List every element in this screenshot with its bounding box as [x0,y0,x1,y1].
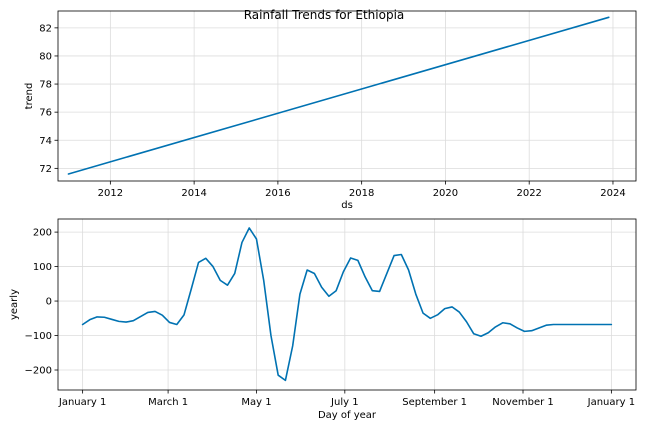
trend-panel-grid [58,11,636,181]
x-tick-label: 2012 [98,188,123,199]
y-tick: −100 [25,331,58,342]
x-tick-label: 2020 [433,188,458,199]
x-tick: September 1 [402,390,467,408]
y-tick: 74 [39,136,58,147]
x-tick-label: January 1 [587,397,635,408]
x-tick: January 1 [587,390,635,408]
x-tick: 2014 [181,181,207,199]
yearly-panel-y-axis-label: yearly [9,289,20,320]
x-tick-label: May 1 [241,397,271,408]
x-tick-label: 2024 [600,188,625,199]
y-tick-label: 80 [39,51,52,62]
x-tick-label: 2022 [516,188,541,199]
x-tick-label: July 1 [330,397,359,408]
y-tick: 100 [33,262,58,273]
y-tick-label: 100 [33,262,52,273]
trend-panel-x-axis-label: ds [341,200,353,211]
y-tick: 200 [33,228,58,239]
yearly-panel-grid [58,219,636,390]
x-tick: 2018 [349,181,374,199]
y-tick-label: −100 [25,331,52,342]
x-tick: January 1 [58,390,106,408]
y-tick: 0 [46,297,58,308]
y-tick: 78 [39,80,58,91]
yearly-panel-series-line [81,227,613,382]
x-tick-label: November 1 [492,397,554,408]
x-tick: 2012 [98,181,123,199]
x-tick: 2020 [433,181,458,199]
x-tick-label: March 1 [148,397,188,408]
x-tick-label: 2016 [265,188,290,199]
x-tick: March 1 [148,390,188,408]
x-tick-label: September 1 [402,397,467,408]
trend-panel-series-line [67,16,610,175]
y-tick-label: 72 [39,164,52,175]
y-tick: 82 [39,23,58,34]
x-tick: 2022 [516,181,542,199]
x-tick-label: 2018 [349,188,374,199]
y-tick-label: 74 [39,136,52,147]
x-tick-label: 2014 [181,188,206,199]
x-tick: November 1 [492,390,554,408]
y-tick-label: 82 [39,23,52,34]
x-tick: 2016 [265,181,291,199]
trend-panel-frame [57,10,637,182]
y-tick-label: 78 [39,80,52,91]
y-tick: 76 [39,108,58,119]
x-tick: July 1 [330,390,359,408]
trend-panel-y-axis-label: trend [24,83,35,110]
y-tick: −200 [25,366,58,377]
yearly-panel-x-axis-label: Day of year [318,410,377,421]
yearly-panel: January 1 March 1 May 1 July 1 September 1 No… [9,218,637,421]
y-tick-label: 200 [33,228,52,239]
y-tick-label: −200 [25,366,52,377]
x-tick: 2024 [600,181,626,199]
x-tick: May 1 [241,390,272,408]
y-tick: 72 [39,164,58,175]
y-tick: 80 [39,51,58,62]
chart-title: Rainfall Trends for Ethiopia [243,8,405,22]
y-tick-label: 76 [39,108,52,119]
yearly-panel-frame [57,218,637,391]
x-tick-label: January 1 [58,397,106,408]
y-tick-label: 0 [46,297,52,308]
trend-panel: 2012 2014 2016 2018 2020 2022 2024 72 74 76 78 80 82… [24,10,637,211]
